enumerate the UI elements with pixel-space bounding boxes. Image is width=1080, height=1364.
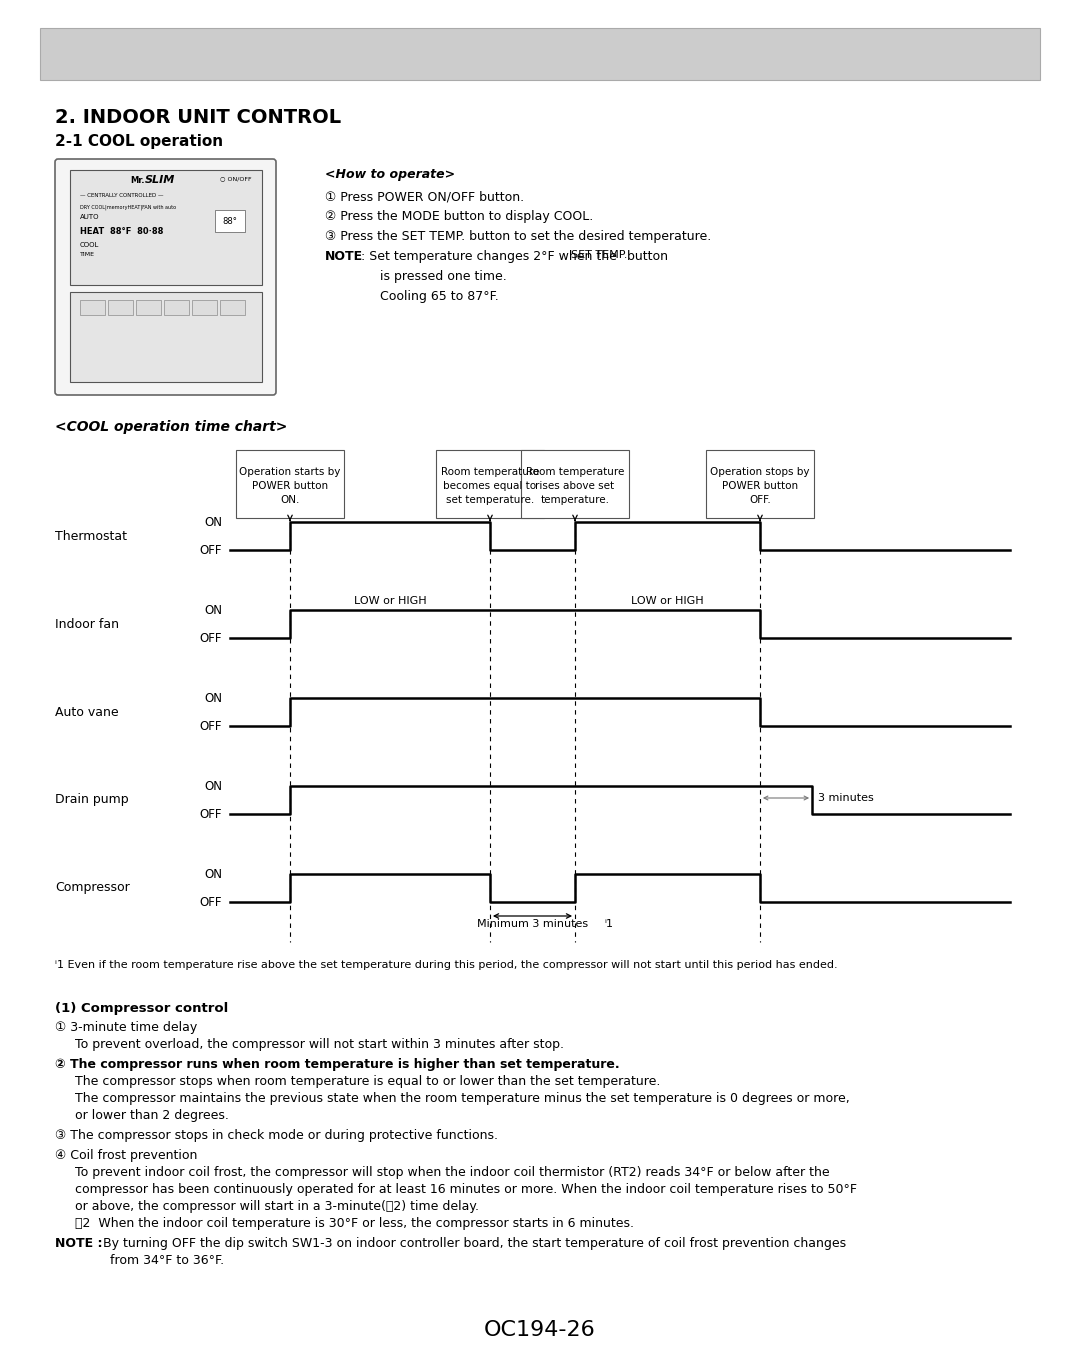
Text: Mr.: Mr. (130, 176, 145, 186)
Text: Room temperature
becomes equal to
set temperature.: Room temperature becomes equal to set te… (441, 466, 539, 505)
Text: Cooling 65 to 87°F.: Cooling 65 to 87°F. (380, 291, 499, 303)
Text: <COOL operation time chart>: <COOL operation time chart> (55, 420, 287, 434)
Text: ON: ON (204, 868, 222, 881)
Text: AUTO: AUTO (80, 214, 99, 220)
Text: The compressor stops when room temperature is equal to or lower than the set tem: The compressor stops when room temperatu… (75, 1075, 660, 1088)
Text: DRY COOL|memoryHEAT|FAN with auto: DRY COOL|memoryHEAT|FAN with auto (80, 205, 176, 210)
Text: compressor has been continuously operated for at least 16 minutes or more. When : compressor has been continuously operate… (75, 1183, 858, 1196)
Text: button: button (623, 250, 669, 263)
FancyBboxPatch shape (55, 160, 276, 396)
Bar (40, 29, 1040, 80)
Text: To prevent overload, the compressor will not start within 3 minutes after stop.: To prevent overload, the compressor will… (75, 1038, 564, 1052)
Bar (237, 450, 345, 518)
Text: By turning OFF the dip switch SW1-3 on indoor controller board, the start temper: By turning OFF the dip switch SW1-3 on i… (99, 1237, 846, 1249)
Text: Thermostat: Thermostat (55, 529, 127, 543)
Text: ON: ON (204, 692, 222, 704)
Text: ON: ON (204, 779, 222, 792)
Text: NOTE :: NOTE : (55, 1237, 103, 1249)
Text: TIME: TIME (80, 252, 95, 256)
Text: SLIM: SLIM (145, 175, 175, 186)
Text: 2. INDOOR UNIT CONTROL: 2. INDOOR UNIT CONTROL (55, 108, 341, 127)
Text: NOTE: NOTE (325, 250, 363, 263)
Bar (108, 300, 133, 315)
Text: or above, the compressor will start in a 3-minute(⁲2) time delay.: or above, the compressor will start in a… (75, 1200, 480, 1213)
Text: ① 3-minute time delay: ① 3-minute time delay (55, 1022, 198, 1034)
Text: COOL: COOL (80, 241, 99, 248)
Bar (80, 300, 105, 315)
Text: OFF: OFF (200, 896, 222, 908)
Text: <How to operate>: <How to operate> (325, 168, 455, 181)
Text: ⁱ1 Even if the room temperature rise above the set temperature during this perio: ⁱ1 Even if the room temperature rise abo… (55, 960, 838, 970)
Text: is pressed one time.: is pressed one time. (380, 270, 507, 282)
Bar (136, 300, 161, 315)
Text: 88°: 88° (222, 217, 238, 225)
Bar (436, 450, 544, 518)
Text: The compressor maintains the previous state when the room temperature minus the : The compressor maintains the previous st… (75, 1093, 850, 1105)
Text: — CENTRALLY CONTROLLED —: — CENTRALLY CONTROLLED — (80, 192, 163, 198)
Text: ⁲2  When the indoor coil temperature is 30°F or less, the compressor starts in 6: ⁲2 When the indoor coil temperature is 3… (75, 1217, 634, 1230)
Text: ON: ON (204, 516, 222, 528)
Bar (521, 450, 629, 518)
Text: : Set temperature changes 2°F when the: : Set temperature changes 2°F when the (361, 250, 621, 263)
Text: LOW or HIGH: LOW or HIGH (631, 596, 704, 606)
Text: To prevent indoor coil frost, the compressor will stop when the indoor coil ther: To prevent indoor coil frost, the compre… (75, 1166, 829, 1178)
Bar (164, 300, 189, 315)
Text: Room temperature
rises above set
temperature.: Room temperature rises above set tempera… (526, 466, 624, 505)
Text: LOW or HIGH: LOW or HIGH (353, 596, 427, 606)
Text: ⁱ1: ⁱ1 (605, 919, 613, 929)
Text: Operation starts by
POWER button
ON.: Operation starts by POWER button ON. (240, 466, 340, 505)
Text: 2-1 COOL operation: 2-1 COOL operation (55, 134, 224, 149)
Text: ○ ON/OFF: ○ ON/OFF (220, 176, 252, 181)
Text: Auto vane: Auto vane (55, 705, 119, 719)
Bar (70, 292, 262, 382)
Text: Minimum 3 minutes: Minimum 3 minutes (477, 919, 589, 929)
Text: OC194-26: OC194-26 (484, 1320, 596, 1339)
Text: (1) Compressor control: (1) Compressor control (55, 1003, 228, 1015)
Text: ② Press the MODE button to display COOL.: ② Press the MODE button to display COOL. (325, 210, 593, 222)
Text: ① Press POWER ON/OFF button.: ① Press POWER ON/OFF button. (325, 190, 524, 203)
Text: OFF: OFF (200, 807, 222, 821)
Text: Compressor: Compressor (55, 881, 130, 895)
Text: HEAT  88°F  80·88: HEAT 88°F 80·88 (80, 226, 163, 236)
Text: Indoor fan: Indoor fan (55, 618, 119, 630)
Bar (215, 210, 245, 232)
Text: ③ Press the SET TEMP. button to set the desired temperature.: ③ Press the SET TEMP. button to set the … (325, 231, 712, 243)
Text: OFF: OFF (200, 719, 222, 732)
Text: Operation stops by
POWER button
OFF.: Operation stops by POWER button OFF. (711, 466, 810, 505)
Bar (706, 450, 814, 518)
Text: ② The compressor runs when room temperature is higher than set temperature.: ② The compressor runs when room temperat… (55, 1058, 620, 1071)
Text: or lower than 2 degrees.: or lower than 2 degrees. (75, 1109, 229, 1123)
Text: from 34°F to 36°F.: from 34°F to 36°F. (110, 1254, 225, 1267)
Bar (220, 300, 245, 315)
Text: ON: ON (204, 603, 222, 617)
Text: ④ Coil frost prevention: ④ Coil frost prevention (55, 1148, 198, 1162)
Text: Drain pump: Drain pump (55, 794, 129, 806)
Text: OFF: OFF (200, 632, 222, 645)
Bar (192, 300, 217, 315)
Text: ③ The compressor stops in check mode or during protective functions.: ③ The compressor stops in check mode or … (55, 1129, 498, 1142)
Text: SET TEMP.: SET TEMP. (571, 250, 627, 261)
Bar (70, 170, 262, 285)
Text: OFF: OFF (200, 543, 222, 557)
Text: 3 minutes: 3 minutes (818, 792, 874, 803)
